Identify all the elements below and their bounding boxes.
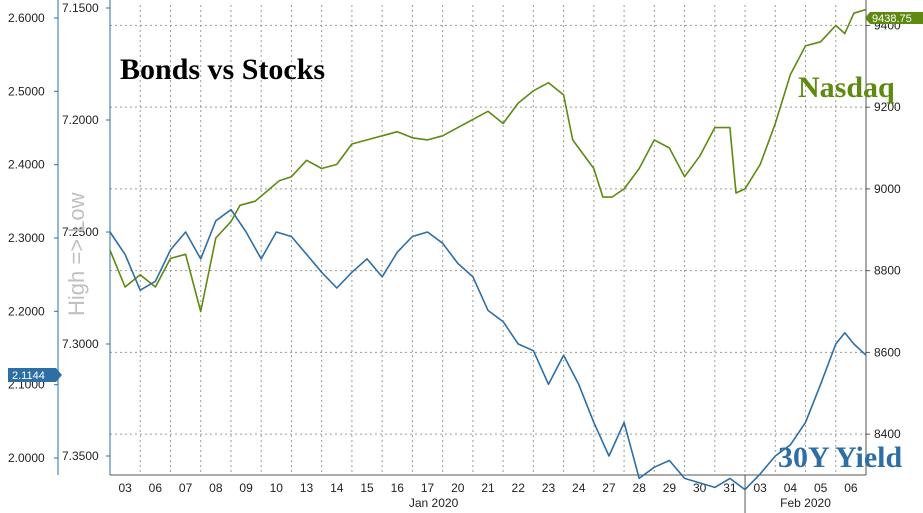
x-tick-label: 07 <box>179 481 193 495</box>
chart-title: Bonds vs Stocks <box>120 53 325 86</box>
series-label-nasdaq: Nasdaq <box>798 71 895 104</box>
y-tick-label-nasdaq: 9000 <box>874 182 901 196</box>
x-tick-label: 21 <box>481 481 495 495</box>
yield-last-value-text: 2.1144 <box>12 370 45 382</box>
x-tick-label: 08 <box>209 481 223 495</box>
y-tick-label-price: 7.1500 <box>62 1 99 15</box>
y-tick-label-yield: 2.2000 <box>8 304 45 318</box>
x-tick-label: 06 <box>844 481 858 495</box>
x-tick-label: 05 <box>814 481 828 495</box>
x-tick-label: 10 <box>270 481 284 495</box>
x-tick-label: 04 <box>784 481 798 495</box>
last-value-badges: 9438.75 2.1144 <box>8 12 923 382</box>
axes: 03 06 07 08 09 10 13 14 15 16 17 20 21 22 23 24 27 28 29 30… <box>8 0 901 513</box>
series-layer <box>109 8 867 491</box>
grid-lines <box>110 5 866 475</box>
x-tick-label: 27 <box>602 481 616 495</box>
month-label: Jan 2020 <box>409 496 459 510</box>
x-tick-label: 23 <box>542 481 556 495</box>
x-tick-label: 14 <box>330 481 344 495</box>
y-tick-label-yield: 2.6000 <box>8 11 45 25</box>
y-tick-label-yield: 2.4000 <box>8 158 45 172</box>
series-label-30y-yield: 30Y Yield <box>778 441 902 474</box>
series-line-30y-yield <box>109 208 867 491</box>
x-tick-label: 29 <box>663 481 677 495</box>
nasdaq-last-value-badge <box>865 12 923 24</box>
left-axis-caption: High => Low <box>64 192 89 316</box>
x-tick-label: 17 <box>421 481 435 495</box>
y-tick-label-nasdaq: 8400 <box>874 427 901 441</box>
yield-last-value-badge <box>8 368 62 382</box>
x-tick-label: 20 <box>451 481 465 495</box>
y-tick-label-yield: 2.0000 <box>8 451 45 465</box>
nasdaq-last-value-text: 9438.75 <box>872 13 912 25</box>
x-tick-label: 03 <box>753 481 767 495</box>
y-tick-label-yield: 2.5000 <box>8 84 45 98</box>
x-tick-label: 15 <box>360 481 374 495</box>
y-tick-label-nasdaq: 8800 <box>874 264 901 278</box>
x-tick-label: 03 <box>118 481 132 495</box>
x-tick-label: 24 <box>572 481 586 495</box>
y-tick-label-price: 7.2500 <box>62 225 99 239</box>
x-tick-label: 28 <box>633 481 647 495</box>
y-tick-label-yield: 2.3000 <box>8 231 45 245</box>
y-tick-label-nasdaq: 8600 <box>874 345 901 359</box>
series-line-nasdaq <box>109 8 867 313</box>
y-tick-label-nasdaq: 9200 <box>874 100 901 114</box>
x-tick-label: 22 <box>512 481 526 495</box>
x-tick-label: 06 <box>149 481 163 495</box>
y-tick-label-price: 7.3000 <box>62 337 99 351</box>
x-tick-label: 31 <box>723 481 737 495</box>
x-tick-label: 16 <box>391 481 405 495</box>
x-tick-label: 13 <box>300 481 314 495</box>
x-tick-label: 09 <box>239 481 253 495</box>
month-label: Feb 2020 <box>780 496 831 510</box>
chart-labels: Bonds vs Stocks Nasdaq 30Y Yield High =>… <box>64 53 902 474</box>
y-tick-label-price: 7.3500 <box>62 449 99 463</box>
y-tick-label-price: 7.2000 <box>62 113 99 127</box>
